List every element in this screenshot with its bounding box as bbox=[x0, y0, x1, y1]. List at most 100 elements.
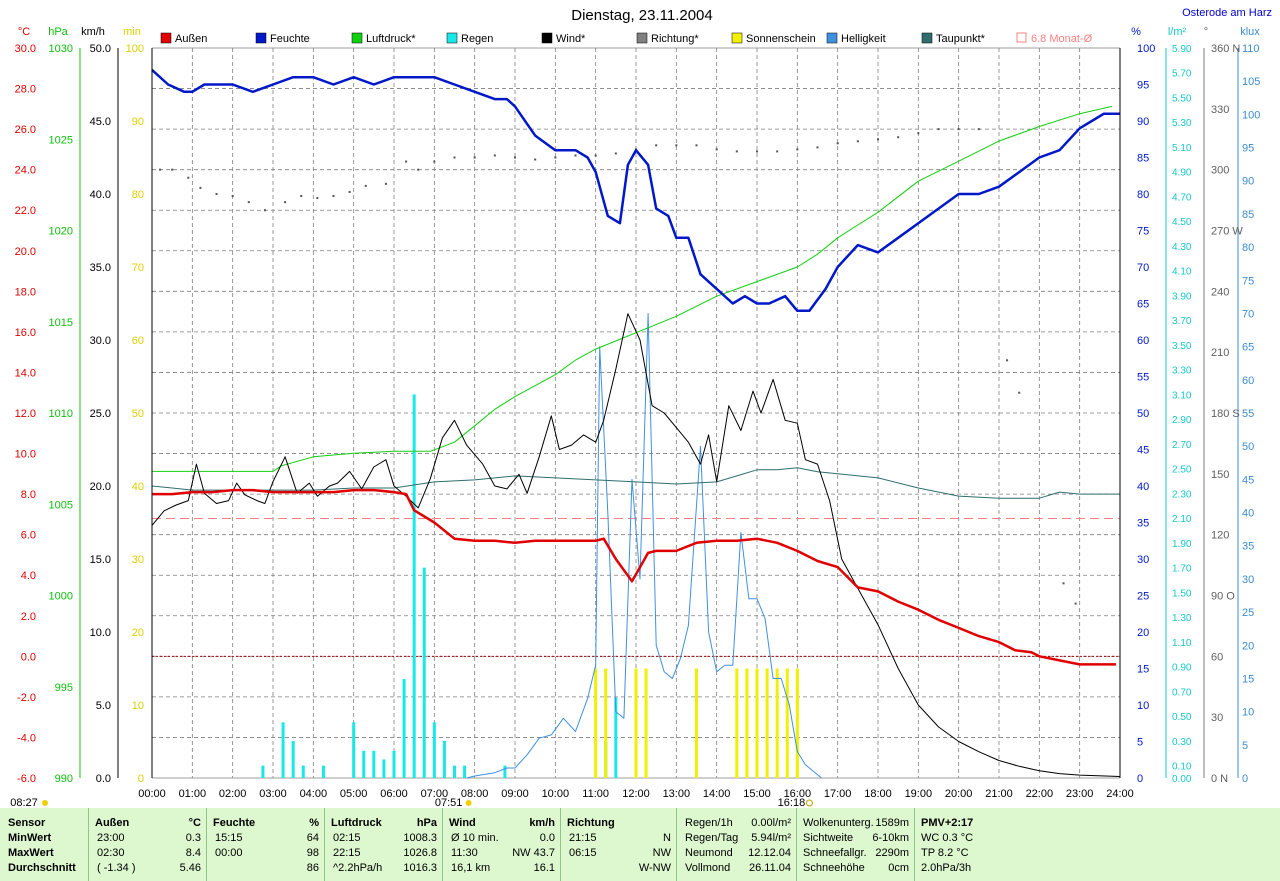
bar-rain-16 bbox=[463, 765, 467, 778]
stats-luftdruck-time-2: ^2.2hPa/h bbox=[333, 862, 383, 874]
legend-swatch-0 bbox=[160, 32, 172, 44]
tick-lux-22: 0 bbox=[1242, 773, 1248, 785]
tick-hum-11: 45 bbox=[1137, 445, 1149, 457]
tick-time-0: 00:00 bbox=[138, 788, 166, 800]
bar-sun-8 bbox=[765, 668, 769, 778]
tick-temp-8: 14.0 bbox=[15, 367, 36, 379]
tick-time-17: 17:00 bbox=[824, 788, 852, 800]
bar-rain-7 bbox=[372, 750, 376, 778]
tick-dir-0: 360 N bbox=[1211, 43, 1240, 55]
stats-aussen-value-2: 5.46 bbox=[179, 862, 201, 874]
stats-wind-unit: km/h bbox=[529, 817, 555, 829]
tick-time-11: 11:00 bbox=[582, 788, 609, 800]
direction-dot-47 bbox=[1062, 582, 1065, 585]
tick-min-9: 10 bbox=[132, 700, 144, 712]
tick-lux-4: 90 bbox=[1242, 176, 1254, 188]
tick-wind-5: 25.0 bbox=[90, 408, 111, 420]
tick-time-14: 14:00 bbox=[703, 788, 731, 800]
legend: Außen Feuchte Luftdruck* Regen Wind* Richtung… bbox=[160, 32, 1093, 45]
tick-min-0: 100 bbox=[126, 43, 144, 55]
stats-richtung-time-0: 21:15 bbox=[569, 832, 597, 844]
tick-rain-16: 2.70 bbox=[1172, 440, 1192, 451]
tick-rain-10: 3.90 bbox=[1172, 291, 1192, 302]
stats-row-label-1: MaxWert bbox=[8, 847, 54, 859]
bar-sun-2 bbox=[634, 668, 638, 778]
tick-lux-19: 15 bbox=[1242, 673, 1254, 685]
stats-richtung-value-0: N bbox=[663, 832, 671, 844]
tick-rain-19: 2.10 bbox=[1172, 514, 1192, 525]
tick-press-7: 995 bbox=[55, 682, 73, 694]
legend-label-8: Taupunkt* bbox=[936, 33, 986, 45]
direction-dot-35 bbox=[796, 148, 799, 151]
direction-dot-24 bbox=[574, 154, 577, 157]
direction-dot-48 bbox=[1074, 602, 1077, 605]
direction-dot-21 bbox=[514, 156, 516, 159]
tick-time-4: 04:00 bbox=[300, 788, 328, 800]
time-left-icon bbox=[42, 800, 48, 806]
stats-richtung-value-2: W-NW bbox=[638, 862, 671, 874]
tick-temp-2: 26.0 bbox=[15, 124, 36, 136]
grid bbox=[151, 47, 1121, 779]
stats-feuchte-value-1: 98 bbox=[306, 847, 319, 859]
tick-wind-3: 35.0 bbox=[90, 262, 111, 274]
legend-swatch-5 bbox=[636, 32, 648, 44]
stats-luftdruck-label: Luftdruck bbox=[331, 817, 382, 829]
direction-dot-6 bbox=[247, 201, 250, 204]
direction-dot-9 bbox=[300, 195, 303, 198]
tick-press-6: 1000 bbox=[49, 591, 73, 603]
legend-swatch-1 bbox=[255, 32, 267, 44]
bar-sun-9 bbox=[775, 668, 779, 778]
stats-richtung-time-1: 06:15 bbox=[569, 847, 597, 859]
tick-min-2: 80 bbox=[132, 189, 144, 201]
direction-dot-34 bbox=[776, 150, 779, 153]
tick-rain-18: 2.30 bbox=[1172, 489, 1192, 500]
stats-regen-label-1: Regen/Tag bbox=[685, 832, 739, 844]
stats-regen-label-3: Vollmond bbox=[685, 862, 731, 874]
tick-hum-17: 15 bbox=[1137, 664, 1149, 676]
tick-lux-16: 30 bbox=[1242, 574, 1254, 586]
direction-dot-22 bbox=[534, 158, 537, 161]
tick-temp-3: 24.0 bbox=[15, 165, 36, 177]
bar-rain-5 bbox=[352, 722, 356, 778]
stats-richtung-value-1: NW bbox=[652, 847, 671, 859]
tick-time-6: 06:00 bbox=[380, 788, 408, 800]
tick-dir-8: 120 bbox=[1211, 530, 1229, 542]
tick-hum-12: 40 bbox=[1137, 481, 1149, 493]
tick-rain-28: 0.30 bbox=[1172, 737, 1192, 748]
direction-dot-41 bbox=[917, 132, 920, 135]
tick-temp-12: 6.0 bbox=[21, 530, 36, 542]
tick-press-8: 990 bbox=[55, 773, 73, 785]
tick-wind-10: 0.0 bbox=[96, 773, 111, 785]
stats-richtung: Richtung 21:15 N 06:15 NW W-NW bbox=[560, 808, 677, 881]
bar-rain-17 bbox=[503, 765, 507, 778]
direction-dot-46 bbox=[1018, 391, 1021, 394]
tick-lux-3: 95 bbox=[1242, 143, 1254, 155]
tick-press-4: 1010 bbox=[49, 408, 73, 420]
stats-feuchte: Feuchte% 15:15 64 00:00 98 86 bbox=[206, 808, 325, 881]
stats-luftdruck-unit: hPa bbox=[416, 817, 437, 829]
stats-wolken: Wolkenunterg. 1589m Sichtweite 6-10km Schnee… bbox=[796, 808, 915, 881]
series-wind-line bbox=[151, 313, 1121, 777]
legend-swatch-9 bbox=[1016, 32, 1027, 43]
direction-dot-45 bbox=[1006, 359, 1009, 362]
tick-rain-23: 1.30 bbox=[1172, 613, 1192, 624]
axis-unit-wind: km/h bbox=[81, 26, 105, 38]
tick-hum-7: 65 bbox=[1137, 299, 1149, 311]
tick-rain-12: 3.50 bbox=[1172, 341, 1192, 352]
tick-rain-3: 5.30 bbox=[1172, 118, 1192, 129]
stats-wolken-value-3: 0cm bbox=[888, 862, 909, 874]
legend-label-3: Regen bbox=[461, 33, 493, 45]
tick-hum-0: 100 bbox=[1137, 43, 1155, 55]
tick-press-3: 1015 bbox=[49, 317, 73, 329]
stats-regen-label-0: Regen/1h bbox=[685, 817, 733, 829]
bar-rain-6 bbox=[362, 750, 366, 778]
direction-dot-38 bbox=[856, 140, 859, 143]
bar-rain-11 bbox=[412, 394, 416, 778]
tick-lux-11: 55 bbox=[1242, 408, 1254, 420]
tick-wind-1: 45.0 bbox=[90, 116, 111, 128]
stats-wolken-value-1: 6-10km bbox=[872, 832, 909, 844]
stats-wind-label: Wind bbox=[449, 817, 476, 829]
stats-regen: Regen/1h 0.00l/m² Regen/Tag 5.94l/m² Neumond… bbox=[676, 808, 797, 881]
direction-dot-14 bbox=[384, 182, 387, 185]
tick-rain-4: 5.10 bbox=[1172, 143, 1192, 154]
